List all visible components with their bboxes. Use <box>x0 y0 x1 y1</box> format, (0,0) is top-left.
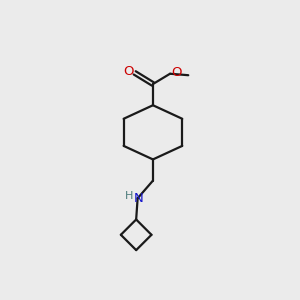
Text: N: N <box>134 192 144 206</box>
Text: H: H <box>124 191 133 201</box>
Text: O: O <box>123 65 134 78</box>
Text: O: O <box>171 66 182 79</box>
